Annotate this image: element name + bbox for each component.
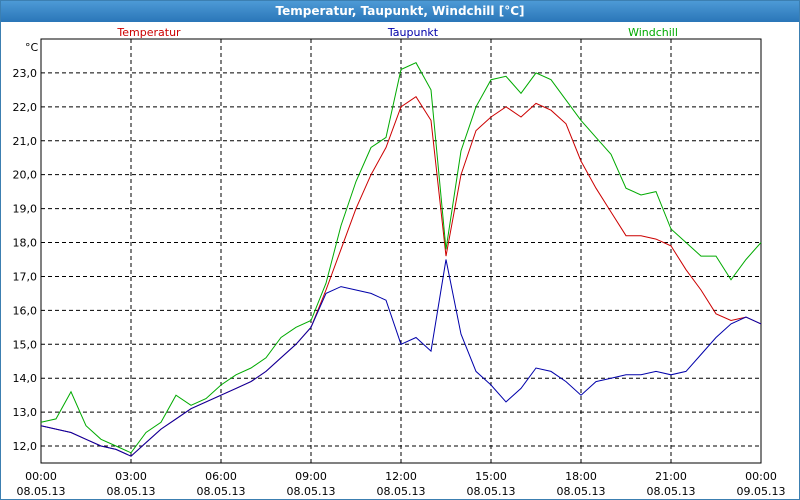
x-tick-date-label: 08.05.13 <box>197 485 246 498</box>
legend-entry-taupunkt: Taupunkt <box>387 26 439 39</box>
y-tick-label: 15,0 <box>13 338 38 351</box>
x-tick-date-label: 08.05.13 <box>647 485 696 498</box>
legend-entry-temperatur: Temperatur <box>116 26 181 39</box>
series-line-taupunkt <box>40 259 762 457</box>
x-tick-time-label: 06:00 <box>205 470 237 483</box>
y-tick-label: 16,0 <box>13 304 38 317</box>
x-tick-date-label: 08.05.13 <box>107 485 156 498</box>
x-tick-time-label: 12:00 <box>385 470 417 483</box>
series-line-windchill <box>40 62 762 454</box>
y-tick-label: 17,0 <box>13 270 38 283</box>
x-tick-time-label: 00:00 <box>25 470 57 483</box>
x-tick-time-label: 09:00 <box>295 470 327 483</box>
y-tick-label: 18,0 <box>13 237 38 250</box>
x-tick-time-label: 21:00 <box>655 470 687 483</box>
x-tick-date-label: 08.05.13 <box>287 485 336 498</box>
legend-entry-windchill: Windchill <box>628 26 678 39</box>
y-tick-label: 22,0 <box>13 101 38 114</box>
y-tick-label: 23,0 <box>13 67 38 80</box>
x-tick-date-label: 08.05.13 <box>467 485 516 498</box>
y-axis-ticks: 12,0 13,0 14,0 15,0 16,0 17,0 18,0 19,0 20,0 21,0… <box>13 67 38 453</box>
legend: Temperatur Taupunkt Windchill <box>116 26 678 39</box>
y-tick-label: 12,0 <box>13 440 38 453</box>
y-tick-label: 19,0 <box>13 203 38 216</box>
y-tick-label: 21,0 <box>13 135 38 148</box>
x-tick-time-label: 03:00 <box>115 470 147 483</box>
x-tick-date-label: 08.05.13 <box>377 485 426 498</box>
x-tick-date-label: 09.05.13 <box>737 485 786 498</box>
x-axis-ticks: 00:00 08.05.13 03:00 08.05.13 06:00 08.05.13 0… <box>17 470 786 498</box>
y-tick-label: 20,0 <box>13 169 38 182</box>
series-lines <box>40 62 762 457</box>
x-tick-time-label: 00:00 <box>745 470 777 483</box>
y-tick-label: 13,0 <box>13 406 38 419</box>
y-axis-unit-label: °C <box>25 41 39 54</box>
window-title: Temperatur, Taupunkt, Windchill [°C] <box>1 1 799 22</box>
x-tick-time-label: 18:00 <box>565 470 597 483</box>
y-tick-label: 14,0 <box>13 372 38 385</box>
x-tick-date-label: 08.05.13 <box>557 485 606 498</box>
x-tick-time-label: 15:00 <box>475 470 507 483</box>
x-tick-date-label: 08.05.13 <box>17 485 66 498</box>
